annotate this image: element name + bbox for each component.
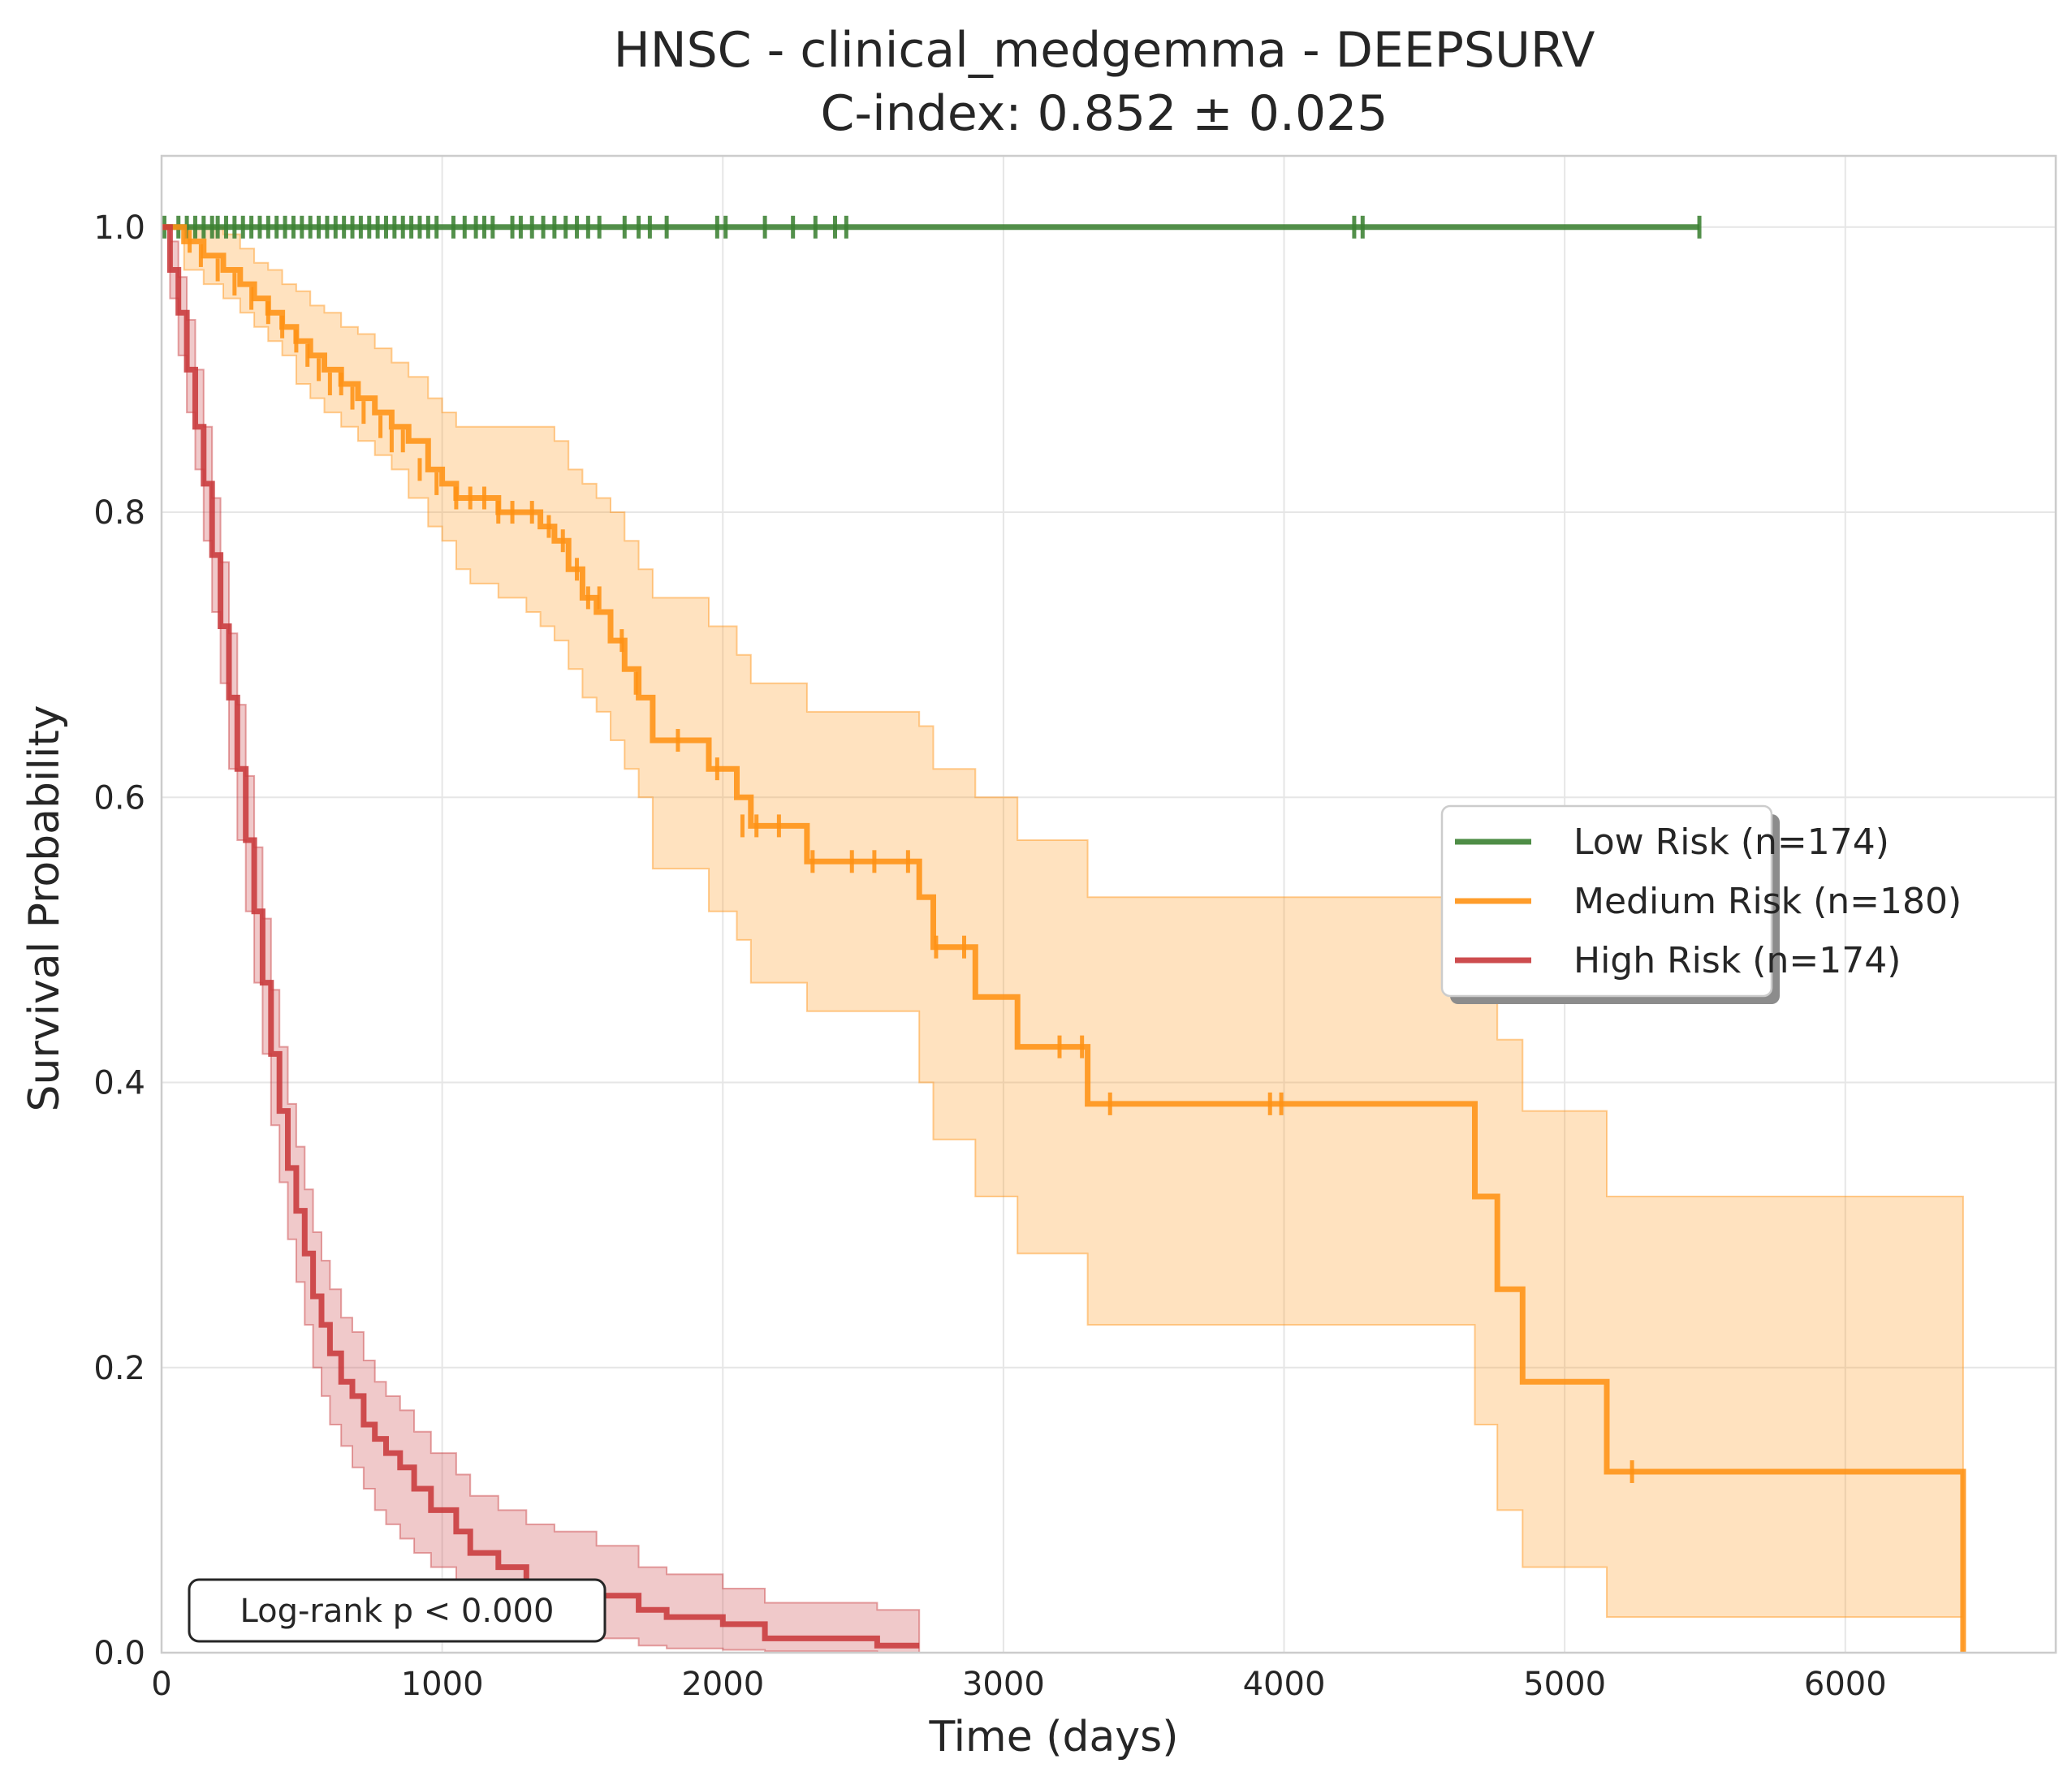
survival-curve-series-1 <box>162 224 1966 1653</box>
y-tick-label: 0.0 <box>93 1635 145 1672</box>
plot-frame <box>160 154 2057 1654</box>
y-tick-label: 0.8 <box>93 494 145 532</box>
x-tick-label: 4000 <box>1243 1666 1326 1703</box>
logrank-box <box>188 1578 606 1643</box>
legend-label-series-1: Medium Risk (n=180) <box>1573 881 1962 922</box>
legend-box <box>1440 804 1773 998</box>
y-tick-label: 0.2 <box>93 1350 145 1387</box>
legend-label-series-0: Low Risk (n=174) <box>1573 821 1889 863</box>
y-tick-label: 0.6 <box>93 779 145 817</box>
x-tick-label: 6000 <box>1804 1666 1887 1703</box>
x-axis-label: Time (days) <box>928 1713 1178 1761</box>
x-tick-label: 0 <box>151 1666 171 1703</box>
logrank-annotation: Log-rank p < 0.000 <box>188 1578 606 1643</box>
x-tick-label: 2000 <box>681 1666 764 1703</box>
y-axis-label: Survival Probability <box>20 705 69 1111</box>
legend-label-series-2: High Risk (n=174) <box>1573 940 1901 981</box>
chart-subtitle: C-index: 0.852 ± 0.025 <box>821 85 1388 142</box>
legend: Low Risk (n=174) Medium Risk (n=180) High … <box>1440 804 1962 1004</box>
logrank-text: Log-rank p < 0.000 <box>240 1593 555 1630</box>
y-tick-label: 1.0 <box>93 209 145 247</box>
x-tick-label: 5000 <box>1523 1666 1606 1703</box>
ci-band-series-1 <box>162 226 1964 1653</box>
ci-band-series-2 <box>162 226 921 1653</box>
x-tick-label: 3000 <box>962 1666 1045 1703</box>
chart-title: HNSC - clinical_medgemma - DEEPSURV <box>614 22 1595 79</box>
y-tick-label: 0.4 <box>93 1065 145 1102</box>
x-tick-label: 1000 <box>401 1666 484 1703</box>
